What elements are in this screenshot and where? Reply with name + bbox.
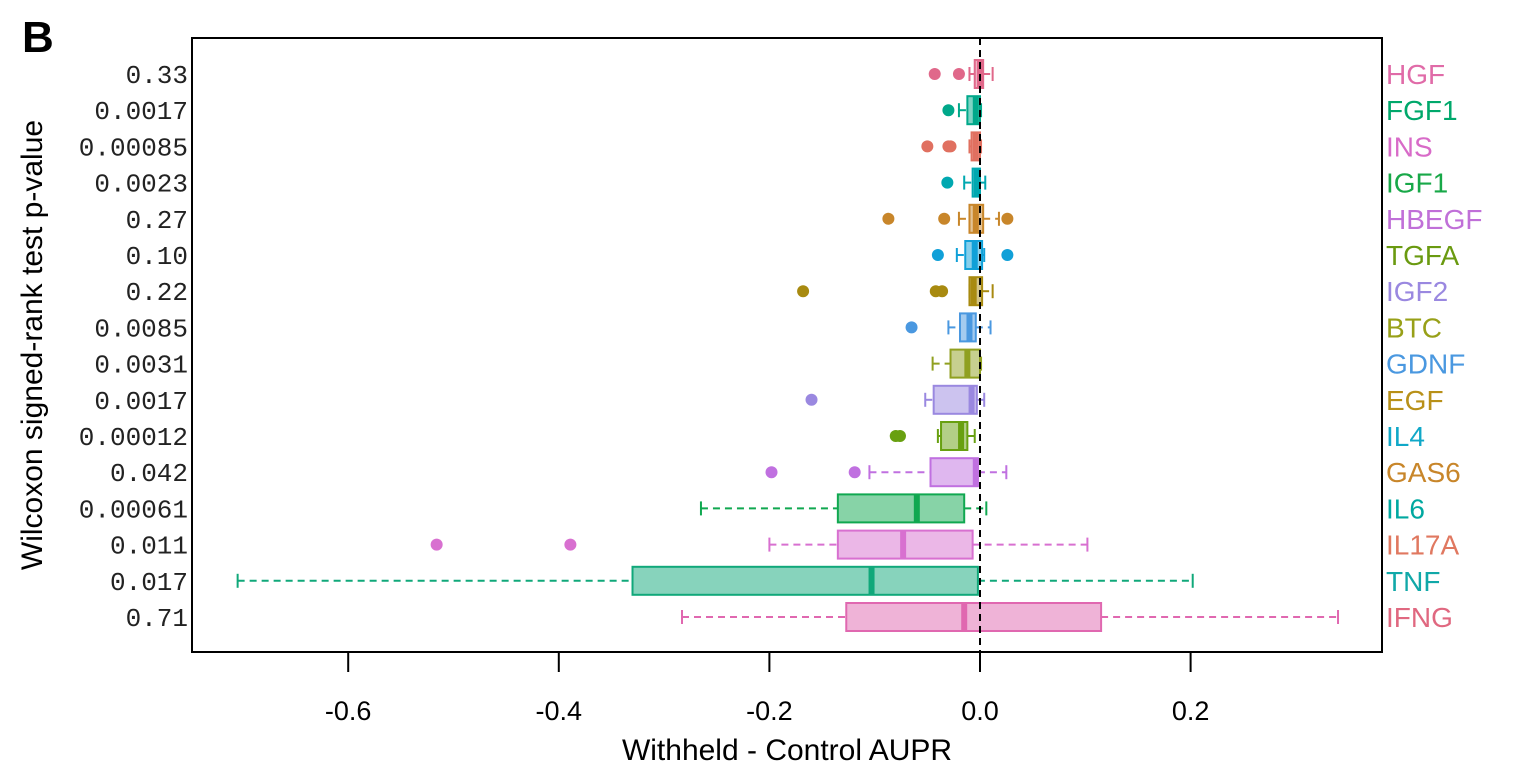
outlier-point [936,285,949,298]
pvalue-label: 0.0023 [94,170,188,200]
category-label: IGF1 [1386,168,1448,199]
box-iqr [845,602,1103,632]
box-iqr [631,565,979,596]
outlier-point [797,285,810,298]
category-label: IL6 [1386,493,1425,524]
box-iqr [836,493,966,524]
box-fgf1 [942,95,983,126]
box-igf1 [941,167,987,198]
box-hgf [928,59,994,89]
pvalue-label: 0.71 [126,604,188,634]
outlier-point [430,538,443,551]
box-il17a [430,529,1089,560]
box-il6 [699,493,988,524]
y-axis-title: Wilcoxon signed-rank test p-value [16,120,49,570]
category-label: IFNG [1386,602,1453,633]
category-label: IGF2 [1386,276,1448,307]
pvalue-label: 0.10 [126,242,188,272]
category-label: FGF1 [1386,95,1458,126]
box-tgfa [931,240,1014,270]
outlier-point [941,176,954,189]
category-label: INS [1386,131,1433,162]
outlier-point [765,466,778,479]
outlier-point [905,321,918,334]
x-tick-label: -0.2 [746,696,793,726]
category-label: HBEGF [1386,204,1482,235]
pvalue-label: 0.33 [126,61,188,91]
box-gas6 [765,457,1008,488]
outlier-point [848,466,861,479]
pvalue-label: 0.011 [110,532,188,562]
outlier-point [893,430,906,442]
category-label: GAS6 [1386,457,1461,488]
outlier-point [952,68,965,80]
outlier-point [564,538,577,551]
category-label: GDNF [1386,349,1465,380]
pvalue-labels: 0.33 0.0017 0.00085 0.0023 0.27 0.10 0.22 0.008… [79,61,188,634]
category-label: EGF [1386,385,1444,416]
pvalue-label: 0.00012 [79,423,188,453]
category-label: TGFA [1386,240,1459,271]
x-axis-title: Withheld - Control AUPR [622,734,952,767]
x-tick-label: 0.0 [961,696,999,726]
pvalue-label: 0.0085 [94,314,188,344]
box-il4 [889,421,976,451]
outlier-point [928,68,941,80]
x-axis: -0.6 -0.4 -0.2 0.0 0.2 [325,652,1209,726]
x-tick-label: -0.4 [536,696,583,726]
pvalue-label: 0.22 [126,278,188,308]
pvalue-label: 0.27 [126,206,188,236]
category-label: BTC [1386,312,1442,343]
pvalue-label: 0.00085 [79,133,188,163]
category-labels: HGF FGF1 INS IGF1 HBEGF TGFA IGF2 BTC GDNF EGF IL4… [1386,59,1482,633]
outlier-point [938,212,951,225]
pvalue-label: 0.0017 [94,387,188,417]
x-tick-label: 0.2 [1172,696,1210,726]
pvalue-label: 0.0031 [94,351,188,381]
box-iqr [929,457,979,488]
box-ins [921,131,983,162]
outlier-point [931,249,944,261]
box-gdnf [931,348,983,379]
outlier-point [1001,212,1014,225]
category-label: HGF [1386,59,1445,90]
outlier-point [921,140,934,153]
box-ifng [681,602,1340,632]
outlier-point [944,140,957,153]
panel-label: B [22,13,54,62]
category-label: TNF [1386,566,1440,597]
outlier-point [882,212,895,225]
box-hbegf [882,203,1014,234]
box-egf [805,384,986,415]
box-igf2 [797,276,994,307]
category-label: IL4 [1386,421,1425,452]
category-label: IL17A [1386,530,1459,561]
outlier-point [1001,249,1014,261]
pvalue-label: 0.0017 [94,97,188,127]
box-btc [905,312,992,343]
pvalue-label: 0.00061 [79,495,188,525]
pvalue-label: 0.042 [110,459,188,489]
plot-frame [191,37,1383,653]
x-tick-label: -0.6 [325,696,372,726]
pvalue-label: 0.017 [110,568,188,598]
outlier-point [805,393,818,406]
box-tnf [236,565,1194,596]
box-series [236,59,1340,632]
outlier-point [942,104,955,117]
